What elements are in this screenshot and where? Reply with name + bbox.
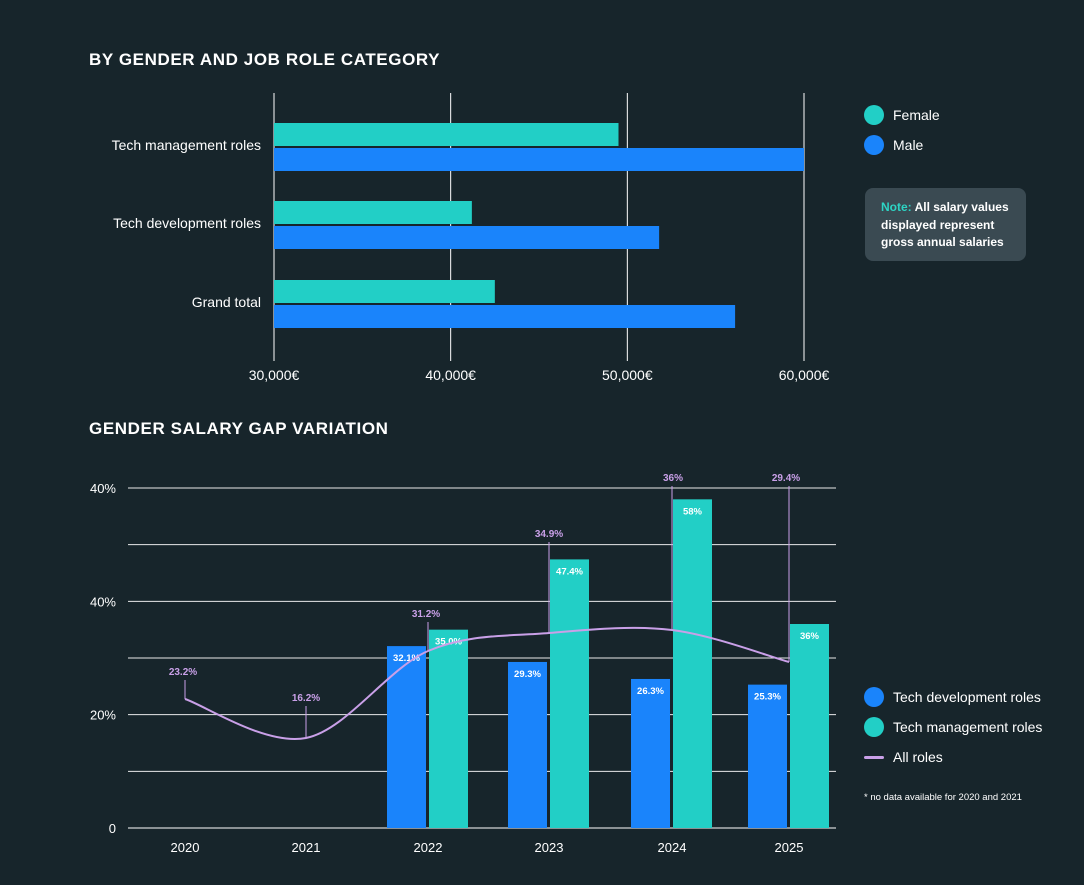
legend-item-female: Female xyxy=(864,100,940,130)
legend-mgmt-label: Tech management roles xyxy=(893,719,1043,735)
legend-male-label: Male xyxy=(893,137,924,153)
y-tick-label: 0 xyxy=(109,821,116,836)
x-tick-label: 40,000€ xyxy=(425,367,476,383)
bar-male xyxy=(274,148,804,171)
data-label: 36% xyxy=(800,631,820,642)
bar-tech-management xyxy=(790,624,829,828)
x-tick-label: 30,000€ xyxy=(249,367,300,383)
legend-item-all: All roles xyxy=(864,742,1042,772)
bar-tech-management xyxy=(673,499,712,828)
all-roles-label: 16.2% xyxy=(292,693,320,704)
all-roles-label: 34.9% xyxy=(535,529,563,540)
data-label: 29.3% xyxy=(514,669,541,680)
all-roles-label: 31.2% xyxy=(412,609,440,620)
chart-title-gender-role: BY GENDER AND JOB ROLE CATEGORY xyxy=(89,50,441,69)
bar-tech-management xyxy=(429,629,468,828)
bar-tech-management xyxy=(550,559,589,828)
note-text: All salary values displayed represent gr… xyxy=(881,200,1009,249)
legend-roles: Tech development roles Tech management r… xyxy=(864,682,1042,772)
x-tick-label: 2020 xyxy=(171,840,200,855)
chart-title-gap-variation: GENDER SALARY GAP VARIATION xyxy=(89,419,389,438)
bar-female xyxy=(274,280,495,303)
note-box: Note: All salary values displayed repres… xyxy=(865,188,1026,261)
legend-all-swatch xyxy=(864,755,884,759)
x-tick-label: 2021 xyxy=(292,840,321,855)
bar-female xyxy=(274,123,619,146)
category-label: Tech development roles xyxy=(113,215,261,231)
data-label: 32.1% xyxy=(393,653,420,664)
legend-dev-label: Tech development roles xyxy=(893,689,1041,705)
bar-tech-development xyxy=(387,646,426,828)
x-tick-label: 2024 xyxy=(658,840,687,855)
bar-tech-development xyxy=(508,661,547,828)
data-label: 47.4% xyxy=(556,566,583,577)
legend-female-swatch xyxy=(864,105,884,125)
legend-item-mgmt: Tech management roles xyxy=(864,712,1042,742)
x-tick-label: 2022 xyxy=(414,840,443,855)
legend-mgmt-swatch xyxy=(864,717,884,737)
note-prefix: Note: xyxy=(881,200,912,214)
x-tick-label: 2025 xyxy=(775,840,804,855)
bar-tech-development xyxy=(631,678,670,828)
legend-gender: Female Male xyxy=(864,100,940,160)
legend-item-male: Male xyxy=(864,130,940,160)
bar-male xyxy=(274,226,660,249)
legend-female-label: Female xyxy=(893,107,940,123)
bar-female xyxy=(274,201,472,224)
x-tick-label: 50,000€ xyxy=(602,367,653,383)
legend-item-dev: Tech development roles xyxy=(864,682,1042,712)
x-tick-label: 2023 xyxy=(535,840,564,855)
footnote: * no data available for 2020 and 2021 xyxy=(864,792,1022,803)
category-label: Tech management roles xyxy=(112,137,261,153)
bar-tech-development xyxy=(748,684,787,828)
bar-male xyxy=(274,305,736,328)
legend-male-swatch xyxy=(864,135,884,155)
y-tick-label: 20% xyxy=(90,708,116,723)
all-roles-label: 29.4% xyxy=(772,473,800,484)
category-label: Grand total xyxy=(192,294,261,310)
y-tick-label: 40% xyxy=(90,594,116,609)
all-roles-line xyxy=(184,626,790,741)
data-label: 26.3% xyxy=(637,686,664,697)
legend-dev-swatch xyxy=(864,687,884,707)
legend-all-label: All roles xyxy=(893,749,943,765)
all-roles-label: 36% xyxy=(663,473,683,484)
all-roles-label: 23.2% xyxy=(169,667,197,678)
y-tick-label: 40% xyxy=(90,481,116,496)
data-label: 58% xyxy=(683,506,703,517)
data-label: 25.3% xyxy=(754,692,781,703)
x-tick-label: 60,000€ xyxy=(779,367,830,383)
data-label: 35.0% xyxy=(435,637,462,648)
